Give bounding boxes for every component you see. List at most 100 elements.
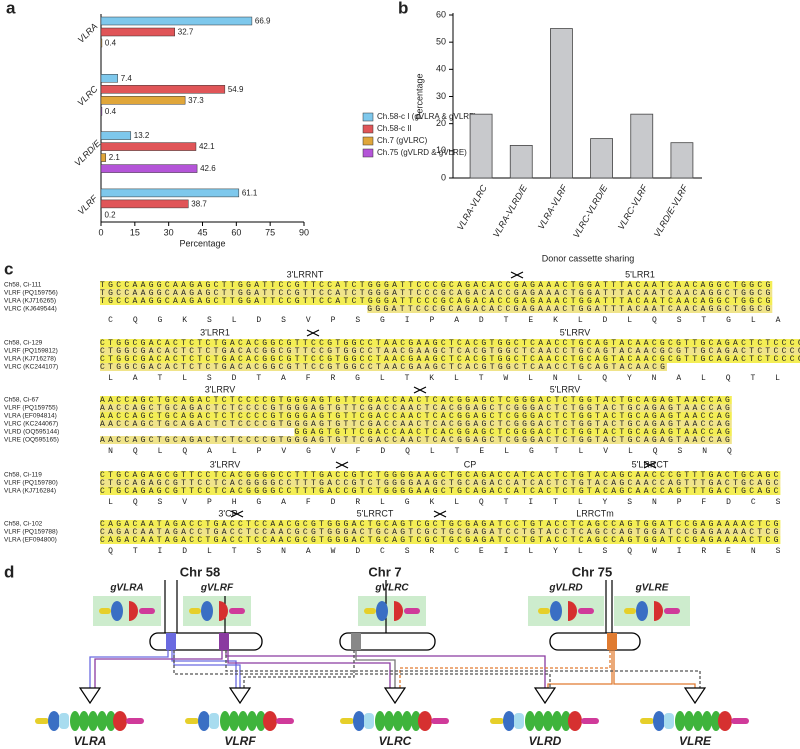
gene-part [543, 711, 553, 731]
panel-label: d [4, 562, 14, 581]
gene-part [99, 608, 111, 614]
gene-part [552, 711, 562, 731]
row-bg [100, 528, 781, 536]
gene-part [711, 711, 721, 731]
seq-name: VLRD (OQ595144) [4, 429, 59, 436]
amino-acids: NQLQALPVGVFDQLTELGTLVLQSNQ [108, 447, 732, 456]
product-label: VLRA [74, 734, 107, 748]
y-tick-label: 50 [436, 37, 446, 47]
y-tick-label: 20 [436, 118, 446, 128]
region-label: 3'LRRV [210, 459, 241, 469]
region-label: 5'LRR1 [625, 269, 655, 279]
scissors [643, 461, 657, 469]
value-label: 66.9 [255, 17, 271, 26]
gene-part [578, 608, 594, 614]
sequence: CTGGCGACACTCTCTGACACGGCGTTCCGTGGCCTAACGA… [100, 355, 800, 364]
panel-label: b [398, 0, 408, 17]
row-bg [100, 363, 667, 371]
gene-part [394, 601, 403, 621]
triangle [78, 687, 102, 705]
row-bg [100, 436, 732, 444]
x-tick-label: 90 [299, 227, 309, 237]
gene-part [418, 711, 432, 731]
gene-part [731, 718, 749, 724]
legend-label: Ch.75 (gVLRD & gVLRE) [377, 148, 467, 157]
gene-part [364, 608, 376, 614]
row-bg [100, 297, 773, 305]
y-tick-label: 0 [441, 172, 446, 182]
gene-part [113, 711, 127, 731]
gene-part [189, 608, 201, 614]
x-tick-label: 75 [265, 227, 275, 237]
x-tick-label: 30 [164, 227, 174, 237]
gene-part [247, 711, 257, 731]
gene-part [220, 711, 230, 731]
value-label: 37.3 [188, 96, 204, 105]
product-label: VLRC [379, 734, 412, 748]
bar [100, 131, 132, 140]
gene-part [364, 713, 374, 729]
chromosome [339, 632, 436, 651]
x-tick-label: 0 [98, 227, 103, 237]
band [351, 633, 361, 650]
row-bg [100, 479, 781, 487]
bar [100, 188, 240, 198]
gene-label: gVLRF [200, 583, 234, 594]
gene-part [702, 711, 712, 731]
gene-part [256, 711, 266, 731]
x-axis-label: Donor cassette sharing [542, 253, 635, 263]
product-label: VLRE [679, 734, 712, 748]
route [613, 650, 696, 688]
gene-part [561, 711, 571, 731]
value-label: 42.6 [200, 164, 216, 173]
amino-acids: LQSVPHGAFDRLGKLQTITLYSNPFDCS [108, 498, 780, 507]
y-axis-label: Percentage [414, 73, 424, 119]
route [89, 650, 169, 688]
chromosome-label: Chr 75 [572, 564, 612, 579]
region-label: 5'LRRV [550, 384, 581, 394]
gene-part [129, 601, 138, 621]
gene-part [139, 608, 155, 614]
row-bg [100, 347, 800, 355]
seq-name: VLRA (EF094814) [4, 413, 57, 420]
scissors [230, 510, 244, 518]
bar [100, 142, 197, 151]
gene-label: gVLRA [109, 583, 143, 594]
gene-part [263, 711, 277, 731]
value-label: 2.1 [109, 153, 121, 162]
bar [100, 107, 103, 116]
gene-label: gVLRC [374, 583, 409, 594]
gene-part [538, 608, 550, 614]
row-bg [100, 396, 732, 404]
gene-part [404, 608, 420, 614]
gene-part [70, 711, 80, 731]
sequence: CTGGCGACACTCTCTGACACGGCGTTCCGTGGCCTAACGA… [100, 347, 800, 356]
value-label: 54.9 [228, 85, 244, 94]
gene-part [525, 711, 535, 731]
y-tick-label: 40 [436, 64, 446, 74]
gene-part [48, 711, 60, 731]
seq-name: VLRC (KC244107) [4, 364, 58, 371]
bar [100, 16, 253, 26]
gene-part [402, 711, 412, 731]
category-label: VLRD/E [73, 137, 104, 168]
region-label: CP [464, 459, 477, 469]
gene-part [624, 608, 636, 614]
amino-acids: LATLSDTAFRGLTKLTWLNLQYNALQTLP [108, 374, 800, 383]
category-label: VLRA [76, 21, 100, 45]
chromosome [149, 632, 263, 651]
bar [100, 199, 189, 209]
seq-name: VLRA (KJ716278) [4, 356, 56, 363]
gene-part [640, 718, 654, 724]
gene-part [185, 718, 199, 724]
x-tick-label: 15 [130, 227, 140, 237]
sequence: TGCCAAGGCAAGAGCTTGGATTCCGTTCCATCTGGGATTC… [100, 289, 770, 298]
gene-part [568, 601, 577, 621]
bar [100, 38, 103, 48]
x-tick-label: VLRC-VLRD/E [571, 182, 610, 239]
region-label: 5'LRRV [560, 327, 591, 337]
row-bg [100, 339, 800, 347]
gene-part [568, 711, 582, 731]
route [225, 650, 701, 688]
